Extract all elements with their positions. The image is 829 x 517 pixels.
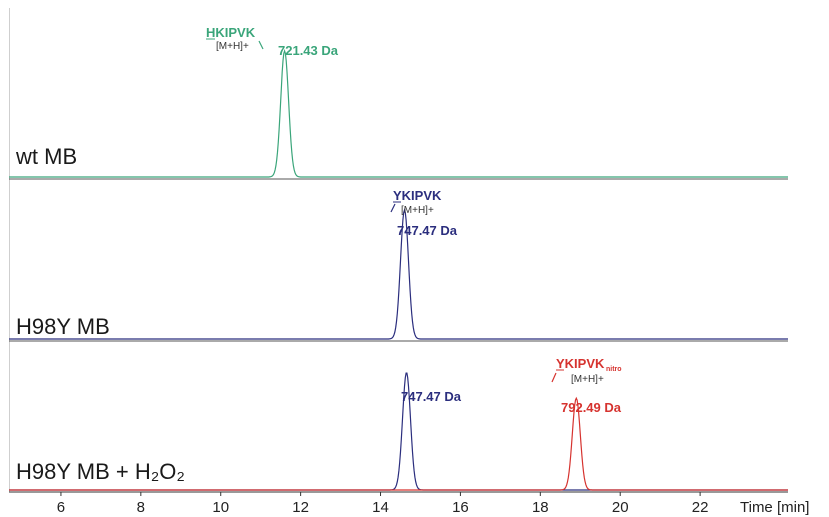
x-tick-label: 6: [57, 499, 65, 516]
wt-annotation-tick: [258, 40, 264, 50]
panel-label-h98y-h2o2: H98Y MB + H₂O₂: [16, 459, 185, 484]
x-tick-layer: 6 8 10 12 14 16 18 20 22: [57, 492, 709, 516]
x-tick-label: 8: [137, 499, 145, 516]
nitro-ion-label: [M+H]+: [571, 374, 604, 385]
wt-peptide-label: HKIPVK: [206, 25, 256, 40]
x-tick-label: 12: [292, 499, 309, 516]
h98y-peptide-label: YKIPVK: [393, 188, 442, 203]
wt-mass-label: 721.43 Da: [278, 43, 339, 58]
x-tick-label: 20: [612, 499, 629, 516]
h98y-h2o2-mass-label: 747.47 Da: [401, 389, 462, 404]
h98y-mass-label: 747.47 Da: [397, 223, 458, 238]
x-tick-label: 22: [692, 499, 709, 516]
nitro-annotation-tick: [551, 372, 557, 383]
x-tick-label: 14: [372, 499, 389, 516]
trace-layer: [9, 49, 788, 491]
trace-wt-panel-1: [9, 49, 788, 178]
x-tick-label: 10: [212, 499, 229, 516]
wt-ion-label: [M+H]+: [216, 41, 249, 52]
x-axis-title: Time [min]: [740, 499, 809, 516]
nitro-peptide-label: YKIPVK: [556, 356, 605, 371]
trace-nitro-panel-3: [9, 396, 788, 491]
panel-label-h98y-mb: H98Y MB: [16, 314, 110, 339]
nitro-peptide-subscript: nitro: [606, 366, 622, 373]
x-tick-label: 16: [452, 499, 469, 516]
nitro-mass-label: 792.49 Da: [561, 400, 622, 415]
h98y-ion-label: [M+H]+: [401, 205, 434, 216]
trace-h98y-panel-2: [9, 207, 788, 340]
h98y-annotation-tick: [390, 203, 396, 213]
chart-frame-left: [9, 8, 10, 492]
panel-label-wt-mb: wt MB: [15, 144, 77, 169]
x-tick-label: 18: [532, 499, 549, 516]
